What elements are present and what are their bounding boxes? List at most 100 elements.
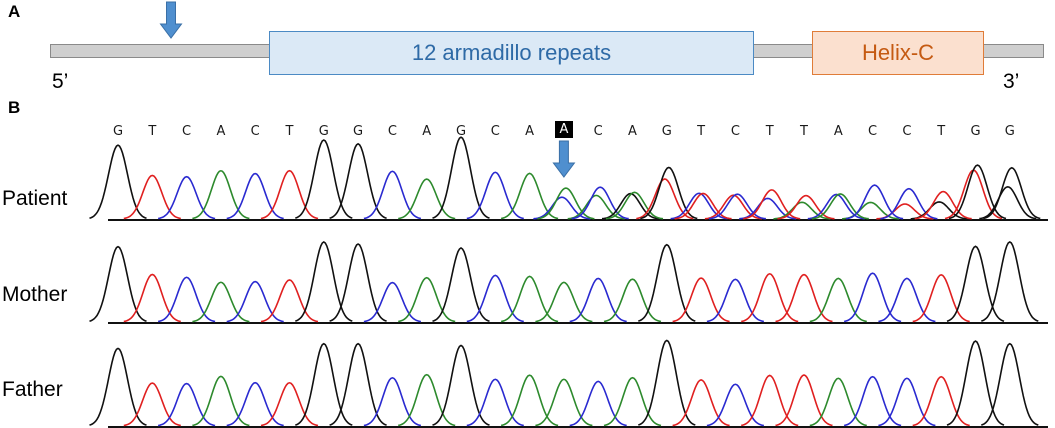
trace-peak <box>295 139 353 219</box>
trace-peak <box>777 194 835 220</box>
trace-peak <box>843 375 902 427</box>
trace-peak <box>537 187 595 220</box>
father-label: Father <box>2 378 63 401</box>
trace-peak <box>880 187 938 220</box>
base-letter: T <box>800 124 808 139</box>
trace-peak <box>605 191 664 220</box>
trace-peak <box>123 382 181 427</box>
trace-peak <box>912 375 970 427</box>
base-letter: C <box>490 124 500 139</box>
base-letter: A <box>628 124 637 139</box>
trace-peak <box>674 192 732 220</box>
trace-peak <box>672 277 730 323</box>
trace-peak <box>329 342 387 426</box>
base-letter: A <box>422 124 432 139</box>
trace-peak <box>466 378 524 427</box>
trace-peak <box>192 169 250 220</box>
trace-peak <box>295 342 353 426</box>
trace-peak <box>363 170 422 220</box>
base-letter: A <box>216 124 226 139</box>
trace-peak <box>946 340 1005 426</box>
base-letter: C <box>387 124 397 139</box>
mother-label: Mother <box>2 283 68 306</box>
trace-peak <box>398 178 456 220</box>
base-letter: A <box>525 124 535 139</box>
base-letter: C <box>902 124 912 139</box>
panel-label-b: B <box>8 98 21 117</box>
base-letter: T <box>765 124 774 139</box>
trace-peak <box>843 272 902 323</box>
base-letter: C <box>182 124 192 139</box>
trace-peak <box>672 379 730 427</box>
trace-peak <box>603 376 662 427</box>
trace-peak <box>192 375 250 427</box>
base-letter: C <box>730 124 740 139</box>
base-letter: T <box>285 124 294 139</box>
base-letter: G <box>318 124 329 139</box>
panel-label-a: A <box>8 2 21 21</box>
base-letter: G <box>112 124 124 139</box>
trace-peak <box>878 277 936 323</box>
trace-peak <box>123 273 181 323</box>
trace-peak <box>571 186 629 220</box>
base-letter: C <box>593 124 603 139</box>
trace-peak <box>123 174 181 220</box>
base-letter: G <box>455 124 467 139</box>
trace-peak-secondary <box>636 178 694 220</box>
base-letter: G <box>353 124 364 139</box>
base-letter: G <box>1004 124 1015 139</box>
trace-peak <box>946 245 1005 322</box>
trace-peak <box>260 381 319 427</box>
base-letter: A <box>833 124 843 139</box>
base-letter: T <box>937 124 946 139</box>
trace-peak <box>981 342 1039 426</box>
trace-peak <box>948 164 1007 220</box>
helix-c-domain: Helix-C <box>812 31 984 75</box>
trace-peak <box>432 247 490 322</box>
trace-peak <box>811 193 869 220</box>
trace-peak <box>914 190 972 220</box>
trace-peak-secondary <box>533 196 591 220</box>
trace-peak <box>569 277 627 323</box>
trace-peak <box>226 381 284 427</box>
trace-peak <box>295 241 353 322</box>
base-letter: C <box>868 124 878 139</box>
trace-peak <box>466 171 524 220</box>
trace-peak <box>363 376 422 427</box>
trace-peak <box>775 374 833 427</box>
base-letter: C <box>250 124 260 139</box>
trace-peak <box>603 278 662 323</box>
base-letter: A <box>554 121 573 138</box>
five-prime-label: 5’ <box>52 70 69 93</box>
trace-peak <box>157 382 216 427</box>
trace-peak <box>329 142 387 219</box>
trace-peak <box>398 276 456 323</box>
trace-peak <box>432 344 490 426</box>
trace-peak <box>535 281 593 323</box>
trace-peak <box>226 280 284 323</box>
variant-position-arrow <box>159 1 183 39</box>
trace-peak <box>466 274 524 323</box>
base-letter: G <box>661 124 672 139</box>
trace-peak <box>192 281 250 323</box>
trace-peak <box>706 383 765 427</box>
trace-peak <box>89 144 147 219</box>
trace-peak <box>157 175 216 220</box>
base-letter: T <box>697 124 706 139</box>
base-letter: G <box>970 124 981 139</box>
trace-peak-secondary <box>979 185 1037 220</box>
trace-peak <box>983 166 1041 220</box>
trace-peak <box>878 377 936 427</box>
trace-peak <box>741 374 799 427</box>
trace-peak <box>569 380 627 427</box>
trace-peak <box>845 184 904 220</box>
three-prime-label: 3’ <box>1003 70 1020 93</box>
trace-peak <box>157 276 216 323</box>
trace-peak <box>535 378 593 427</box>
trace-peak <box>363 281 422 323</box>
trace-peak <box>809 377 867 427</box>
trace-peak <box>741 272 799 323</box>
trace-peak <box>775 273 833 323</box>
